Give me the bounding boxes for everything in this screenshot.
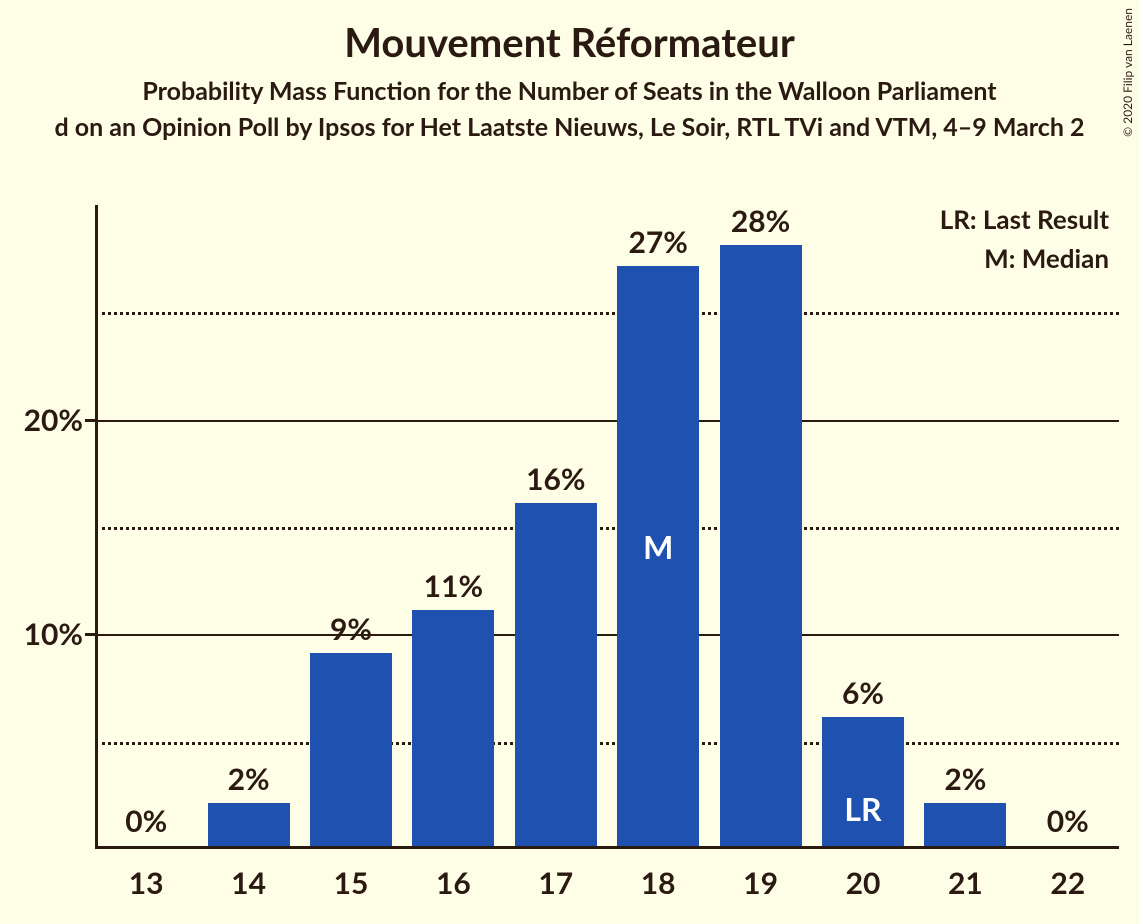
x-tick-label: 18 — [641, 865, 676, 901]
copyright: © 2020 Filip van Laenen — [1120, 8, 1135, 137]
bar-slot: 11%16 — [402, 205, 504, 849]
bar: 6%LR — [822, 717, 904, 846]
bar-slot: 16%17 — [505, 205, 607, 849]
bar: 0% — [105, 845, 187, 846]
bar-value-label: 28% — [731, 203, 790, 239]
chart-title: Mouvement Réformateur — [0, 18, 1139, 66]
bar-inner-label: M — [643, 527, 673, 566]
bar-slot: 28%19 — [709, 205, 811, 849]
bar-value-label: 9% — [330, 611, 372, 647]
bar: 27%M — [617, 266, 699, 846]
bar-slot: 2%14 — [197, 205, 299, 849]
bars-group: 0%132%149%1511%1616%1727%M1828%196%LR202… — [95, 205, 1119, 849]
y-tick-mark — [85, 419, 95, 422]
bar-slot: 6%LR20 — [812, 205, 914, 849]
x-tick-label: 14 — [231, 865, 266, 901]
bar: 28% — [720, 245, 802, 846]
bar-value-label: 2% — [228, 761, 270, 797]
plot-area: 10%20% 0%132%149%1511%1616%1727%M1828%19… — [95, 205, 1119, 849]
x-tick-label: 17 — [538, 865, 573, 901]
x-tick-label: 15 — [334, 865, 369, 901]
bar-slot: 0%13 — [95, 205, 197, 849]
chart-subtitle: Probability Mass Function for the Number… — [0, 76, 1139, 106]
x-tick-label: 19 — [743, 865, 778, 901]
bar: 9% — [310, 653, 392, 846]
bar-slot: 2%21 — [914, 205, 1016, 849]
bar-value-label: 16% — [526, 461, 585, 497]
bar-value-label: 0% — [125, 803, 167, 839]
bar-value-label: 2% — [944, 761, 986, 797]
y-tick-label: 20% — [24, 402, 83, 438]
bar: 16% — [515, 503, 597, 846]
bar-slot: 0%22 — [1017, 205, 1119, 849]
x-tick-label: 20 — [846, 865, 881, 901]
bar: 2% — [208, 803, 290, 846]
bar-value-label: 11% — [424, 568, 483, 604]
bar-slot: 27%M18 — [607, 205, 709, 849]
x-tick-label: 13 — [129, 865, 164, 901]
bar-inner-label: LR — [844, 789, 881, 828]
x-tick-label: 22 — [1050, 865, 1085, 901]
x-tick-label: 21 — [948, 865, 983, 901]
bar-value-label: 6% — [842, 675, 884, 711]
bar: 0% — [1027, 845, 1109, 846]
chart-container: Mouvement Réformateur Probability Mass F… — [0, 0, 1139, 924]
x-tick-label: 16 — [436, 865, 471, 901]
bar: 11% — [412, 610, 494, 846]
bar-value-label: 0% — [1047, 803, 1089, 839]
bar: 2% — [924, 803, 1006, 846]
y-tick-label: 10% — [24, 616, 83, 652]
bar-value-label: 27% — [628, 224, 687, 260]
bar-slot: 9%15 — [300, 205, 402, 849]
y-tick-mark — [85, 633, 95, 636]
chart-source: d on an Opinion Poll by Ipsos for Het La… — [0, 112, 1139, 142]
